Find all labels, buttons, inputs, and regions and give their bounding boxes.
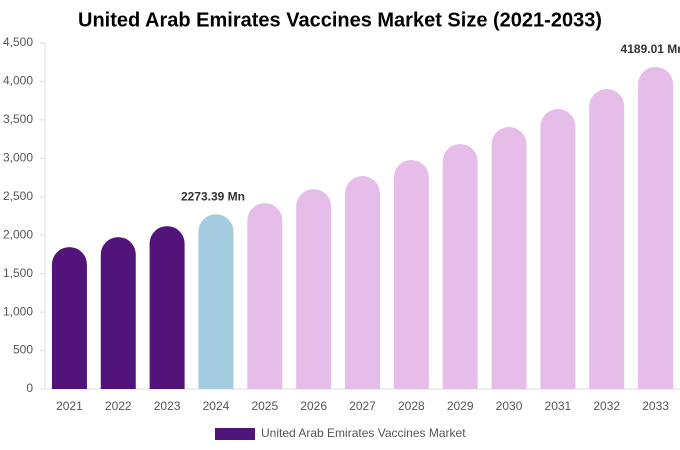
bar <box>345 176 380 389</box>
x-tick-label: 2028 <box>398 399 425 413</box>
x-tick-label: 2032 <box>593 399 620 413</box>
x-tick-label: 2026 <box>300 399 327 413</box>
bar <box>296 189 332 389</box>
x-tick-label: 2022 <box>105 399 132 413</box>
y-tick-label: 1,000 <box>3 304 33 318</box>
y-tick-label: 0 <box>26 381 33 395</box>
y-tick-label: 4,000 <box>3 74 33 88</box>
y-tick-label: 500 <box>13 343 33 357</box>
x-tick-label: 2033 <box>642 399 669 413</box>
y-tick-label: 3,500 <box>3 112 33 126</box>
data-label: 4189.01 Mn <box>621 42 680 56</box>
y-tick-label: 3,000 <box>3 151 33 165</box>
chart-title: United Arab Emirates Vaccines Market Siz… <box>78 9 602 31</box>
bar <box>589 89 625 389</box>
legend-swatch <box>215 428 255 440</box>
y-tick-label: 2,500 <box>3 189 33 203</box>
bar <box>51 247 87 389</box>
y-tick-label: 1,500 <box>3 266 33 280</box>
x-tick-label: 2029 <box>447 399 474 413</box>
y-tick-label: 4,500 <box>3 35 33 49</box>
x-tick-label: 2021 <box>56 399 83 413</box>
bar <box>540 109 576 390</box>
x-tick-label: 2025 <box>251 399 278 413</box>
x-tick-label: 2023 <box>154 399 181 413</box>
x-tick-label: 2027 <box>349 399 376 413</box>
bar <box>100 237 136 389</box>
bar <box>247 203 283 389</box>
bar <box>149 226 185 389</box>
legend-label: United Arab Emirates Vaccines Market <box>261 426 466 440</box>
x-tick-label: 2031 <box>545 399 572 413</box>
bar <box>198 214 234 389</box>
x-tick-label: 2030 <box>496 399 523 413</box>
bar <box>638 66 674 389</box>
bar <box>393 160 429 389</box>
bar <box>442 144 478 389</box>
data-label: 2273.39 Mn <box>181 189 245 203</box>
y-tick-label: 2,000 <box>3 227 33 241</box>
bar <box>491 127 527 390</box>
x-tick-label: 2024 <box>203 399 230 413</box>
